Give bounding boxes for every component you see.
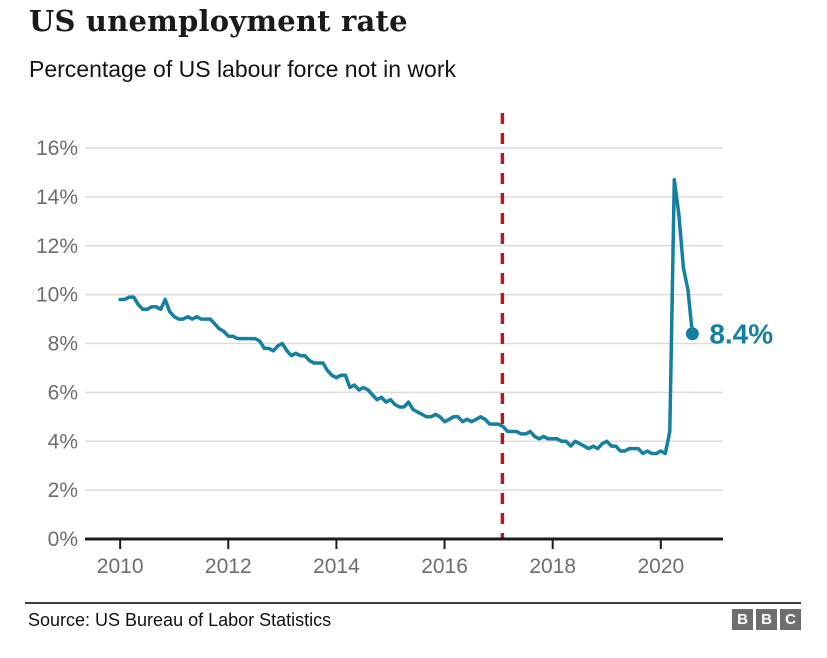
y-axis-tick-label: 8% (48, 333, 78, 356)
chart-subtitle: Percentage of US labour force not in wor… (29, 56, 457, 82)
y-axis-tick-label: 6% (48, 381, 78, 404)
bbc-logo: B B C (732, 609, 801, 630)
bbc-logo-block: B (732, 609, 753, 630)
source-attribution: Source: US Bureau of Labor Statistics (28, 610, 332, 630)
y-axis-tick-label: 2% (48, 479, 78, 502)
bbc-logo-block: C (780, 609, 801, 630)
x-axis-tick-label: 2016 (421, 555, 468, 578)
y-axis-tick-label: 14% (36, 186, 78, 209)
footer-divider (25, 602, 801, 604)
y-axis-tick-label: 12% (36, 235, 78, 258)
y-axis-tick-label: 4% (48, 430, 78, 453)
y-axis-tick-label: 0% (48, 528, 78, 551)
unemployment-line (118, 178, 695, 456)
latest-value-label: 8.4% (709, 319, 773, 350)
x-axis-tick-label: 2014 (313, 555, 360, 578)
bbc-logo-block: B (756, 609, 777, 630)
chart-title: US unemployment rate (29, 4, 408, 38)
x-axis-tick-label: 2012 (205, 555, 252, 578)
x-axis-tick-label: 2020 (637, 555, 684, 578)
end-point-dot (685, 327, 699, 341)
x-axis-tick-label: 2018 (529, 555, 576, 578)
y-axis-tick-label: 10% (36, 284, 78, 307)
x-axis-tick-label: 2010 (97, 555, 144, 578)
y-axis-tick-label: 16% (36, 137, 78, 160)
